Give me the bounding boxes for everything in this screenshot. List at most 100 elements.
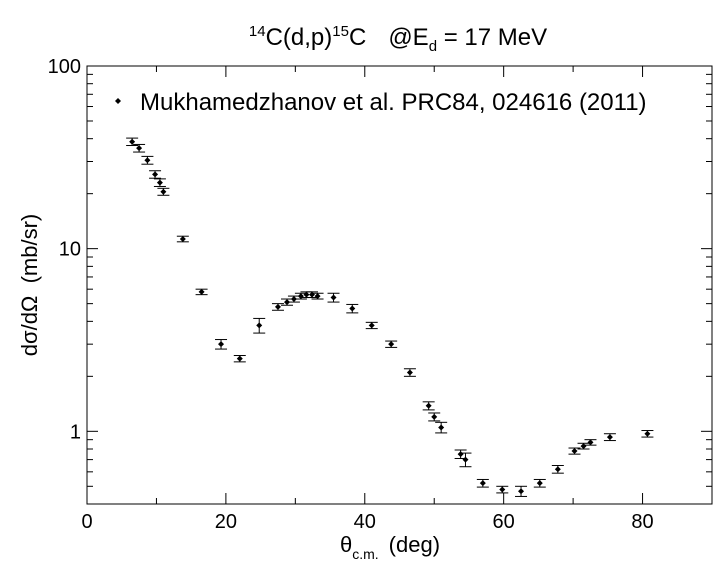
legend-marker: [115, 98, 121, 104]
legend: Mukhamedzhanov et al. PRC84, 024616 (201…: [115, 89, 647, 116]
x-tick-label: 0: [81, 511, 92, 533]
data-point: [435, 421, 448, 434]
data-point: [533, 478, 546, 488]
x-axis-label: θc.m. (deg): [340, 532, 440, 562]
point-marker: [431, 413, 438, 420]
point-marker: [309, 291, 315, 298]
data-point: [153, 178, 166, 187]
data-point: [141, 155, 154, 165]
point-marker: [536, 480, 543, 487]
data-point: [428, 412, 441, 422]
point-marker: [156, 179, 163, 186]
title-reaction: C(d,p): [266, 24, 333, 51]
data-point: [176, 235, 189, 243]
data-point: [577, 442, 590, 450]
point-marker: [198, 288, 205, 295]
data-point: [476, 478, 489, 488]
legend-label: Mukhamedzhanov et al. PRC84, 024616 (201…: [140, 89, 647, 116]
data-point: [459, 452, 472, 468]
point-marker: [284, 299, 290, 306]
point-marker: [425, 402, 432, 409]
x-tick-label: 40: [354, 511, 376, 533]
axis-tick-labels: 0 20 40 60 80 1 10 100: [48, 56, 654, 533]
y-tick-label: 1: [70, 421, 81, 443]
point-marker: [388, 341, 395, 348]
chart-title: 14C(d,p)15C @Ed = 17 MeV: [249, 23, 547, 55]
point-marker: [349, 305, 356, 312]
data-point: [311, 292, 324, 300]
point-marker: [587, 439, 594, 446]
data-point: [157, 187, 170, 196]
point-marker: [129, 138, 136, 145]
point-marker: [554, 466, 561, 473]
data-point: [281, 298, 293, 306]
point-marker: [580, 443, 587, 450]
point-marker: [136, 145, 143, 152]
data-point: [551, 464, 564, 474]
point-marker: [303, 291, 310, 298]
data-point: [253, 317, 266, 334]
data-point: [641, 430, 654, 438]
point-marker: [457, 451, 464, 458]
x-tick-label: 20: [215, 511, 237, 533]
point-marker: [330, 294, 337, 301]
point-marker: [462, 456, 469, 463]
title-product: C: [349, 24, 366, 51]
point-marker: [314, 293, 321, 300]
point-marker: [179, 235, 186, 242]
data-point: [603, 433, 616, 442]
data-point: [496, 485, 509, 494]
point-marker: [438, 424, 445, 431]
data-point: [149, 170, 162, 179]
title-superscript-carbon-14: 14: [249, 23, 266, 40]
data-point: [584, 439, 597, 446]
point-marker: [406, 369, 413, 376]
data-point: [515, 485, 528, 497]
data-point: [195, 288, 208, 296]
x-tick-label: 60: [493, 511, 515, 533]
data-point: [568, 447, 581, 455]
axis-ticks: [86, 65, 713, 505]
plot-frame: [86, 65, 713, 505]
point-marker: [571, 448, 578, 455]
data-point: [327, 292, 340, 303]
title-superscript-carbon-15: 15: [332, 23, 349, 40]
point-marker: [499, 486, 506, 493]
title-energy-subscript: d: [429, 38, 437, 55]
point-marker: [256, 322, 263, 329]
x-axis-label-unit: (deg): [389, 532, 440, 557]
point-marker: [274, 303, 281, 310]
data-point: [271, 303, 284, 311]
title-energy-label: @E: [388, 24, 428, 51]
point-marker: [152, 171, 159, 178]
point-marker: [297, 293, 304, 300]
y-tick-label: 100: [48, 56, 81, 78]
point-marker: [160, 188, 167, 195]
data-point: [403, 368, 416, 377]
data-point: [422, 401, 435, 411]
data-point: [133, 143, 146, 153]
data-point: [233, 355, 246, 363]
data-point: [346, 303, 359, 314]
data-point: [215, 339, 228, 350]
x-axis-label-subscript: c.m.: [352, 546, 378, 562]
point-marker: [518, 488, 525, 495]
point-marker: [644, 430, 651, 437]
data-series: [126, 137, 654, 497]
data-point: [454, 449, 467, 459]
point-marker: [479, 480, 486, 487]
y-tick-label: 10: [59, 239, 81, 261]
data-point: [385, 340, 398, 348]
x-tick-label: 80: [631, 511, 653, 533]
x-axis-label-theta: θ: [340, 532, 352, 557]
y-axis-label: dσ/dΩ (mb/sr): [17, 214, 42, 356]
data-point: [365, 321, 378, 330]
point-marker: [290, 296, 297, 303]
title-energy-value: = 17 MeV: [437, 24, 547, 51]
data-point: [126, 137, 139, 147]
point-marker: [218, 341, 225, 348]
point-marker: [144, 157, 151, 164]
point-marker: [606, 434, 613, 441]
point-marker: [236, 355, 243, 362]
